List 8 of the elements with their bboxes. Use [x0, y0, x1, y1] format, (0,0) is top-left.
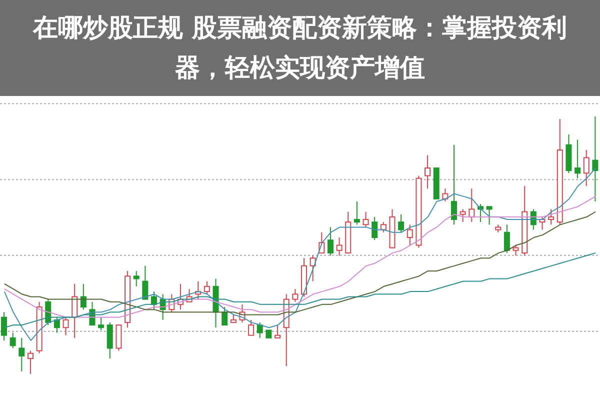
candlestick	[416, 175, 422, 248]
chart-title: 在哪炒股正规 股票融资配资新策略：掌握投资利器，轻松实现资产增值	[0, 0, 600, 96]
candlestick	[592, 116, 598, 202]
candlestick	[583, 149, 590, 187]
candlestick	[574, 139, 581, 179]
candlestick	[424, 154, 431, 190]
candlestick	[72, 283, 78, 338]
candlestick	[18, 337, 25, 372]
